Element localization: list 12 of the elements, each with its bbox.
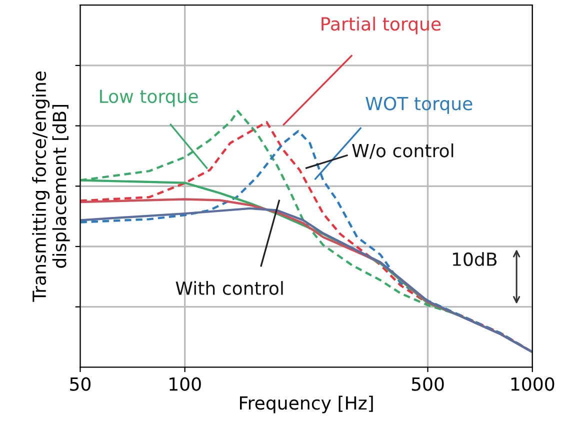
x-tick-label: 100	[170, 377, 201, 391]
text: Partial torque	[322, 16, 441, 34]
annotation: W/o control	[352, 143, 454, 159]
annotation: 10dB	[452, 252, 497, 266]
x-tick-label: 500	[412, 377, 444, 391]
x-tick-label: 50	[70, 377, 91, 391]
annotation: With control	[176, 281, 283, 296]
x-axis-title: Frequency [Hz]	[240, 396, 373, 414]
x-tick-label: 1000	[511, 377, 554, 391]
series-label: Low torque	[100, 90, 198, 107]
text: WOT torque	[366, 96, 472, 114]
y-axis-title: Transmitting force/engine displacement [dB]	[32, 71, 70, 302]
